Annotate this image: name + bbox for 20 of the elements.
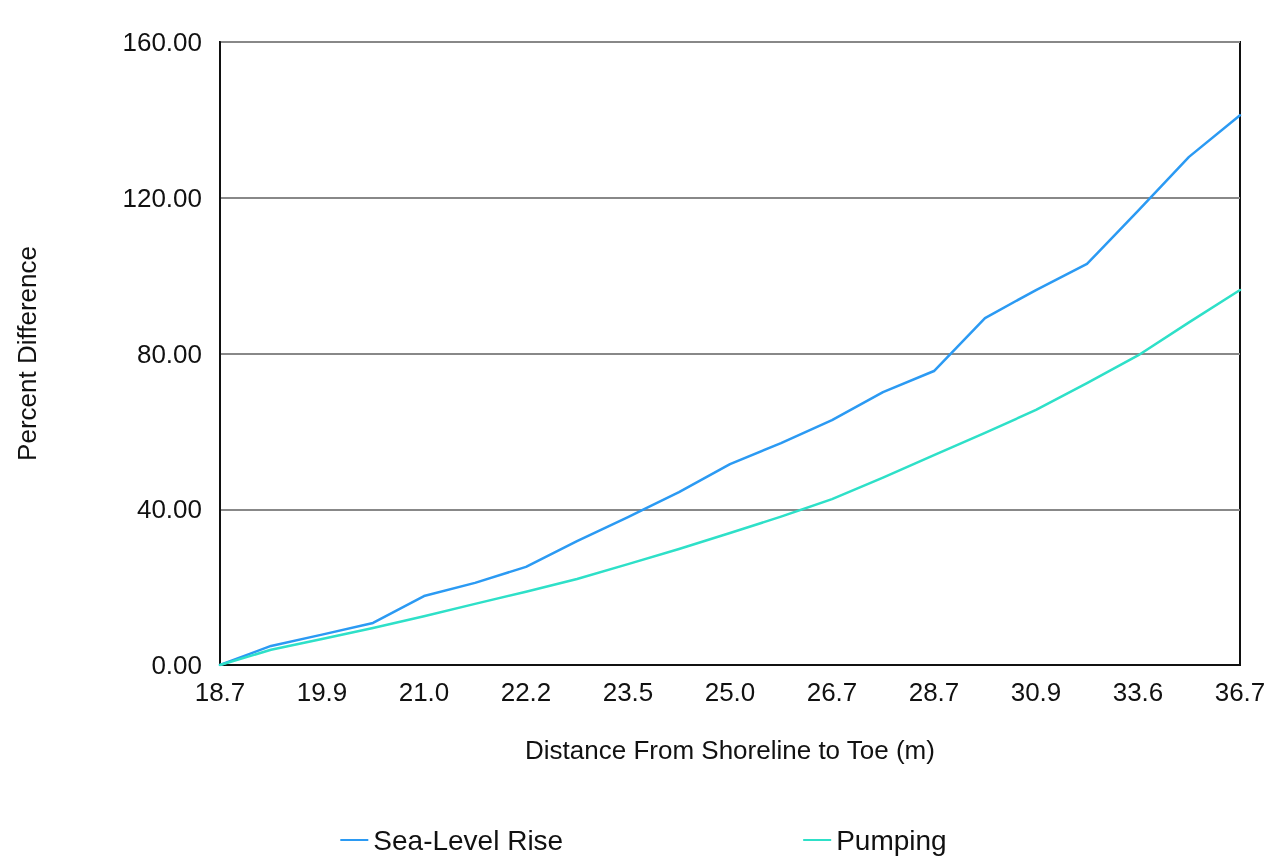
legend-label: Sea-Level Rise (373, 824, 564, 856)
x-tick-label: 36.7 (1214, 677, 1266, 707)
y-tick-label: 80.00 (136, 338, 202, 369)
y-tick-label: 120.00 (122, 182, 202, 213)
x-tick-label: 33.6 (1112, 677, 1164, 707)
x-axis-title: Distance From Shoreline to Toe (m) (525, 735, 935, 765)
x-tick-label: 28.7 (908, 677, 960, 707)
y-tick-label: 0.00 (151, 650, 202, 680)
x-tick-label: 26.7 (806, 677, 858, 707)
y-tick-label: 160.00 (122, 27, 202, 57)
x-tick-label: 30.9 (1010, 677, 1062, 707)
x-tick-label: 18.7 (194, 677, 246, 707)
y-tick-label: 40.00 (136, 494, 202, 525)
legend-label: Pumping (836, 824, 947, 856)
x-tick-label: 19.9 (296, 677, 348, 707)
y-axis-title: Percent Difference (12, 246, 42, 461)
x-tick-label: 22.2 (500, 677, 552, 707)
x-tick-label: 21.0 (398, 677, 450, 707)
x-tick-label: 25.0 (704, 677, 756, 707)
x-tick-label: 23.5 (602, 677, 654, 707)
